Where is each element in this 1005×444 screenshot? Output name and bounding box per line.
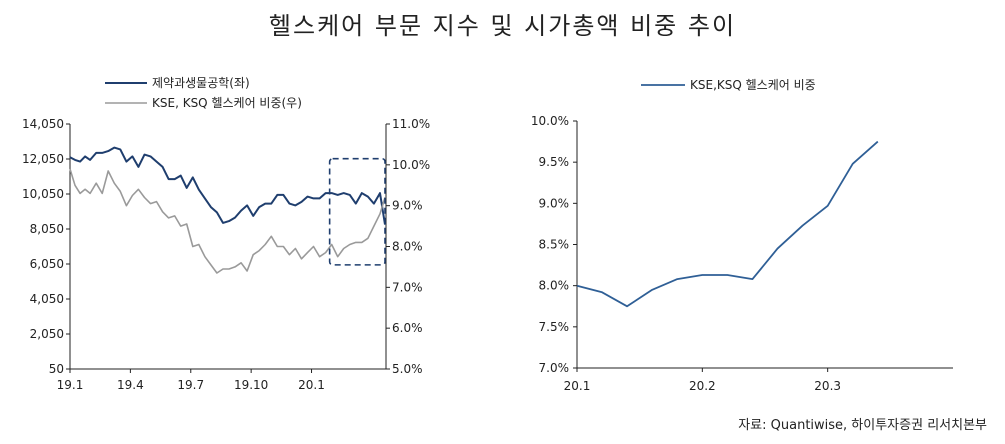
left-y-tick-label: 50 xyxy=(49,362,64,376)
y-tick-label: 7.0% xyxy=(539,361,570,375)
y-tick-label: 9.0% xyxy=(539,196,570,210)
left-y-tick-label: 4,050 xyxy=(30,292,64,306)
page-title: 헬스케어 부문 지수 및 시가총액 비중 추이 xyxy=(268,12,737,40)
x-tick-label: 19.7 xyxy=(177,378,204,392)
left-y-tick-label: 10,050 xyxy=(22,187,64,201)
left-y-tick-label: 14,050 xyxy=(22,117,64,131)
left-chart: 14,050 12,050 10,050 8,050 6,050 4,050 2,050 50… xyxy=(22,75,430,392)
right-y-tick-label: 10.0% xyxy=(392,158,430,172)
y-tick-label: 7.5% xyxy=(539,320,570,334)
legend-label: KSE, KSQ 헬스케어 비중(우) xyxy=(152,96,302,110)
right-chart: 10.0% 9.5% 9.0% 8.5% 8.0% 7.5% 7.0% 20.1 20.2 20.… xyxy=(531,78,953,393)
y-tick-label: 8.5% xyxy=(539,238,570,252)
right-y-tick-label: 8.0% xyxy=(392,240,423,254)
y-tick-label: 10.0% xyxy=(531,114,569,128)
series-line-healthcare-weight xyxy=(69,168,386,274)
right-y-tick-label: 7.0% xyxy=(392,280,423,294)
left-y-tick-label: 8,050 xyxy=(30,222,64,236)
right-y-tick-label: 5.0% xyxy=(392,362,423,376)
right-y-tick-label: 9.0% xyxy=(392,199,423,213)
x-tick-label: 19.1 xyxy=(57,378,84,392)
right-y-tick-label: 11.0% xyxy=(392,117,430,131)
x-tick-label: 19.4 xyxy=(117,378,144,392)
right-y-tick-label: 6.0% xyxy=(392,321,423,335)
legend-label: 제약과생물공학(좌) xyxy=(152,75,250,90)
x-tick-label: 20.2 xyxy=(689,379,716,393)
left-y-tick-label: 6,050 xyxy=(30,257,64,271)
series-line-healthcare-weight xyxy=(576,140,879,308)
x-tick-label: 20.3 xyxy=(814,379,841,393)
legend-label: KSE,KSQ 헬스케어 비중 xyxy=(690,78,816,92)
left-y-tick-label: 2,050 xyxy=(30,327,64,341)
source-note: 자료: Quantiwise, 하이투자증권 리서치본부 xyxy=(738,418,987,433)
x-tick-label: 20.1 xyxy=(564,379,591,393)
left-y-tick-label: 12,050 xyxy=(22,152,64,166)
series-line-pharma-index xyxy=(69,146,386,225)
y-tick-label: 8.0% xyxy=(539,279,570,293)
highlight-box xyxy=(328,157,386,266)
y-tick-label: 9.5% xyxy=(539,155,570,169)
x-tick-label: 20.1 xyxy=(298,378,325,392)
x-tick-label: 19.10 xyxy=(234,378,268,392)
